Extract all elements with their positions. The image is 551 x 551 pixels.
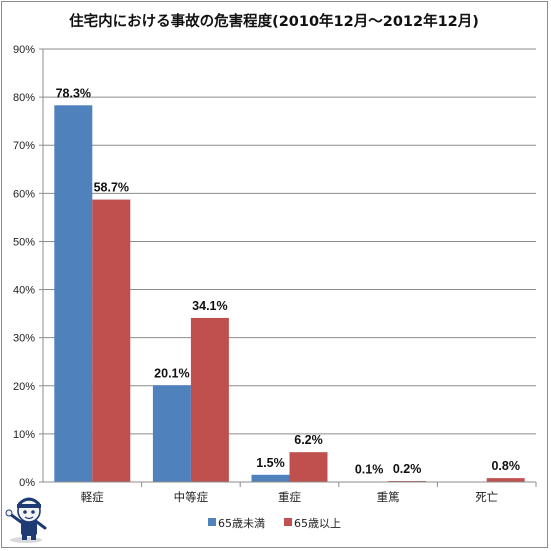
data-label: 0.8% — [491, 459, 520, 473]
legend-label: 65歳未満 — [218, 517, 265, 530]
bar — [54, 105, 93, 482]
x-tick-label: 死亡 — [475, 490, 498, 504]
data-labels: 78.3% 58.7% 20.1% 34.1% 1.5% 6.2% 0.1% 0.2% 0.8% — [56, 86, 520, 476]
legend-swatch — [208, 518, 216, 526]
y-axis: 0% 10% 20% 30% 40% 50% 60% 70% 80% 90% — [13, 44, 44, 489]
y-tick-label: 30% — [13, 333, 35, 345]
bar — [92, 199, 131, 483]
data-label: 6.2% — [294, 433, 323, 447]
bar — [486, 478, 525, 482]
data-label: 20.1% — [154, 366, 189, 380]
x-axis: 軽症 中等症 重症 重篤 死亡 — [43, 481, 537, 504]
bar — [289, 452, 328, 482]
y-tick-label: 70% — [13, 140, 35, 152]
x-tick-label: 重症 — [278, 490, 301, 504]
y-tick-label: 90% — [13, 44, 35, 56]
bar — [251, 474, 290, 482]
mascot-logo-icon — [5, 497, 47, 543]
data-label: 0.2% — [393, 462, 422, 476]
y-tick-label: 60% — [13, 188, 35, 200]
y-tick-label: 80% — [13, 92, 35, 104]
data-label: 78.3% — [56, 86, 91, 100]
bar — [152, 385, 191, 482]
data-label: 1.5% — [256, 456, 285, 470]
y-tick-label: 50% — [13, 236, 35, 248]
bars — [54, 105, 525, 483]
x-tick-label: 重篤 — [377, 490, 400, 504]
chart-title: 住宅内における事故の危害程度(2010年12月～2012年12月) — [69, 12, 479, 30]
y-tick-label: 0% — [19, 477, 35, 489]
bar — [190, 317, 229, 482]
legend: 65歳未満 65歳以上 — [208, 517, 341, 530]
data-label: 34.1% — [192, 299, 227, 313]
legend-label: 65歳以上 — [294, 517, 341, 530]
legend-swatch — [284, 518, 292, 526]
data-label: 58.7% — [94, 181, 129, 195]
x-tick-label: 軽症 — [81, 490, 104, 504]
y-tick-label: 20% — [13, 381, 35, 393]
x-tick-label: 中等症 — [174, 490, 209, 504]
data-label: 0.1% — [355, 463, 384, 477]
y-tick-label: 10% — [13, 429, 35, 441]
y-tick-label: 40% — [13, 285, 35, 297]
